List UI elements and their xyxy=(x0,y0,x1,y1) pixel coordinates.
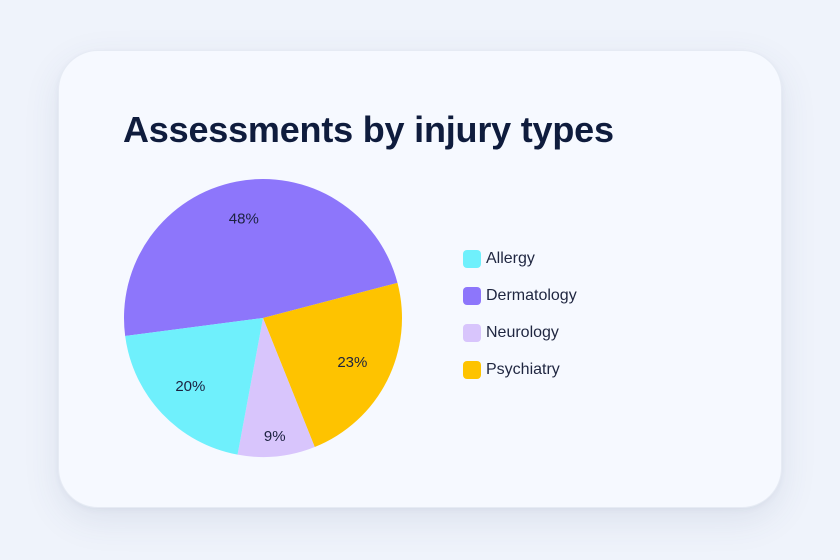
slice-label-psychiatry: 23% xyxy=(337,354,367,371)
slice-label-neurology: 9% xyxy=(264,428,286,445)
legend-swatch-allergy xyxy=(463,250,481,268)
pie-slice-psychiatry xyxy=(263,282,402,448)
legend-item-psychiatry: Psychiatry xyxy=(463,360,577,380)
legend-swatch-neurology xyxy=(463,324,481,342)
legend-label-allergy: Allergy xyxy=(486,250,535,267)
slice-label-allergy: 20% xyxy=(175,378,205,395)
legend-label-neurology: Neurology xyxy=(486,324,559,341)
legend-item-neurology: Neurology xyxy=(463,323,577,343)
pie-slice-neurology xyxy=(237,318,315,458)
pie-chart: 48% 23% 9% 20% xyxy=(123,178,402,458)
chart-title: Assessments by injury types xyxy=(123,109,614,150)
legend-label-psychiatry: Psychiatry xyxy=(486,361,560,378)
chart-card: Assessments by injury types 48% 23% 9% 20% … xyxy=(58,50,782,508)
legend-swatch-psychiatry xyxy=(463,361,481,379)
legend-item-dermatology: Dermatology xyxy=(463,286,577,306)
slice-label-dermatology: 48% xyxy=(229,211,259,228)
pie-slice-allergy xyxy=(125,318,263,455)
legend-item-allergy: Allergy xyxy=(463,249,577,269)
chart-legend: Allergy Dermatology Neurology Psychiatry xyxy=(463,249,577,397)
pie-slice-dermatology xyxy=(123,178,398,337)
legend-label-dermatology: Dermatology xyxy=(486,287,577,304)
legend-swatch-dermatology xyxy=(463,287,481,305)
